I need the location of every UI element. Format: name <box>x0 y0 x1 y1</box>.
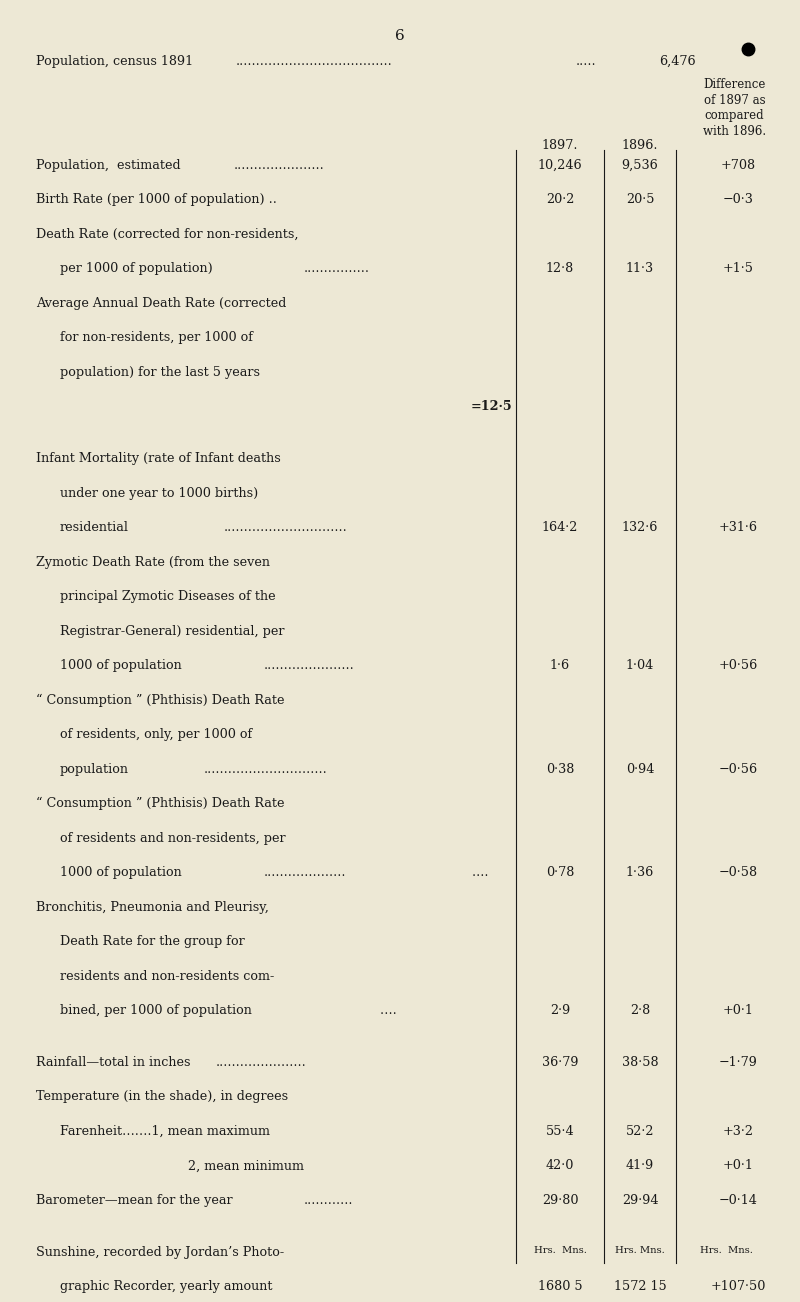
Text: ....: .... <box>468 866 489 879</box>
Text: ..............................: .............................. <box>224 521 348 534</box>
Text: Bronchitis, Pneumonia and Pleurisy,: Bronchitis, Pneumonia and Pleurisy, <box>36 901 269 914</box>
Text: Rainfall—total in inches: Rainfall—total in inches <box>36 1056 190 1069</box>
Text: 1·36: 1·36 <box>626 866 654 879</box>
Text: 1000 of population: 1000 of population <box>60 659 182 672</box>
Text: 1·04: 1·04 <box>626 659 654 672</box>
Text: Hrs. Mns.: Hrs. Mns. <box>615 1246 665 1255</box>
Text: principal Zymotic Diseases of the: principal Zymotic Diseases of the <box>60 590 276 603</box>
Text: +31·6: +31·6 <box>718 521 758 534</box>
Text: population: population <box>60 763 129 776</box>
Text: Death Rate for the group for: Death Rate for the group for <box>60 935 245 948</box>
Text: “ Consumption ” (Phthisis) Death Rate: “ Consumption ” (Phthisis) Death Rate <box>36 797 285 810</box>
Text: 52·2: 52·2 <box>626 1125 654 1138</box>
Text: +3·2: +3·2 <box>722 1125 754 1138</box>
Text: graphic Recorder, yearly amount: graphic Recorder, yearly amount <box>60 1280 273 1293</box>
Text: Difference: Difference <box>703 78 766 91</box>
Text: Sunshine, recorded by Jordan’s Photo-: Sunshine, recorded by Jordan’s Photo- <box>36 1246 284 1259</box>
Text: Hrs.  Mns.: Hrs. Mns. <box>534 1246 586 1255</box>
Text: ..............................: .............................. <box>204 763 328 776</box>
Text: bined, per 1000 of population: bined, per 1000 of population <box>60 1004 252 1017</box>
Text: ............: ............ <box>304 1194 354 1207</box>
Text: ....................: .................... <box>264 866 346 879</box>
Text: 42·0: 42·0 <box>546 1159 574 1172</box>
Text: population) for the last 5 years: population) for the last 5 years <box>60 366 260 379</box>
Text: 11·3: 11·3 <box>626 262 654 275</box>
Text: +0·1: +0·1 <box>722 1004 754 1017</box>
Text: Temperature (in the shade), in degrees: Temperature (in the shade), in degrees <box>36 1090 288 1103</box>
Text: ......................: ...................... <box>264 659 354 672</box>
Text: +0·1: +0·1 <box>722 1159 754 1172</box>
Text: ......................................: ...................................... <box>236 55 393 68</box>
Text: 6,476: 6,476 <box>659 55 696 68</box>
Text: compared: compared <box>705 109 764 122</box>
Text: Average Annual Death Rate (corrected: Average Annual Death Rate (corrected <box>36 297 286 310</box>
Text: 1897.: 1897. <box>542 139 578 152</box>
Text: 36·79: 36·79 <box>542 1056 578 1069</box>
Text: 6: 6 <box>395 29 405 43</box>
Text: 55·4: 55·4 <box>546 1125 574 1138</box>
Text: 29·94: 29·94 <box>622 1194 658 1207</box>
Text: 0·94: 0·94 <box>626 763 654 776</box>
Text: .....: ..... <box>576 55 597 68</box>
Text: +107·50: +107·50 <box>710 1280 766 1293</box>
Text: with 1896.: with 1896. <box>703 125 766 138</box>
Text: −1·79: −1·79 <box>718 1056 758 1069</box>
Text: of residents, only, per 1000 of: of residents, only, per 1000 of <box>60 728 252 741</box>
Text: =12·5: =12·5 <box>470 400 512 413</box>
Text: −0·58: −0·58 <box>718 866 758 879</box>
Text: 9,536: 9,536 <box>622 159 658 172</box>
Text: 2·8: 2·8 <box>630 1004 650 1017</box>
Text: ......................: ...................... <box>216 1056 306 1069</box>
Text: 38·58: 38·58 <box>622 1056 658 1069</box>
Text: 164·2: 164·2 <box>542 521 578 534</box>
Text: Population,  estimated: Population, estimated <box>36 159 181 172</box>
Text: residential: residential <box>60 521 129 534</box>
Text: Barometer—mean for the year: Barometer—mean for the year <box>36 1194 233 1207</box>
Text: Hrs.  Mns.: Hrs. Mns. <box>699 1246 753 1255</box>
Text: +1·5: +1·5 <box>722 262 754 275</box>
Text: of 1897 as: of 1897 as <box>703 94 766 107</box>
Text: +0·56: +0·56 <box>718 659 758 672</box>
Text: “ Consumption ” (Phthisis) Death Rate: “ Consumption ” (Phthisis) Death Rate <box>36 694 285 707</box>
Text: Farenheit…….1, mean maximum: Farenheit…….1, mean maximum <box>60 1125 270 1138</box>
Text: −0·3: −0·3 <box>722 193 754 206</box>
Text: −0·56: −0·56 <box>718 763 758 776</box>
Text: 1·6: 1·6 <box>550 659 570 672</box>
Text: 20·2: 20·2 <box>546 193 574 206</box>
Text: 10,246: 10,246 <box>538 159 582 172</box>
Text: 2·9: 2·9 <box>550 1004 570 1017</box>
Text: 0·78: 0·78 <box>546 866 574 879</box>
Text: 132·6: 132·6 <box>622 521 658 534</box>
Text: Birth Rate (per 1000 of population) ..: Birth Rate (per 1000 of population) .. <box>36 193 277 206</box>
Text: ................: ................ <box>304 262 370 275</box>
Text: Death Rate (corrected for non-residents,: Death Rate (corrected for non-residents, <box>36 228 298 241</box>
Text: 1896.: 1896. <box>622 139 658 152</box>
Text: Infant Mortality (rate of Infant deaths: Infant Mortality (rate of Infant deaths <box>36 452 281 465</box>
Text: 1572 15: 1572 15 <box>614 1280 666 1293</box>
Text: 2, mean minimum: 2, mean minimum <box>188 1159 304 1172</box>
Text: ......................: ...................... <box>234 159 324 172</box>
Text: 1000 of population: 1000 of population <box>60 866 182 879</box>
Text: −0·14: −0·14 <box>718 1194 758 1207</box>
Text: under one year to 1000 births): under one year to 1000 births) <box>60 487 258 500</box>
Text: 20·5: 20·5 <box>626 193 654 206</box>
Text: +708: +708 <box>721 159 755 172</box>
Text: 0·38: 0·38 <box>546 763 574 776</box>
Text: ….: …. <box>376 1004 397 1017</box>
Text: residents and non-residents com-: residents and non-residents com- <box>60 970 274 983</box>
Text: Population, census 1891: Population, census 1891 <box>36 55 193 68</box>
Text: 29·80: 29·80 <box>542 1194 578 1207</box>
Text: of residents and non-residents, per: of residents and non-residents, per <box>60 832 286 845</box>
Text: 1680 5: 1680 5 <box>538 1280 582 1293</box>
Text: Zymotic Death Rate (from the seven: Zymotic Death Rate (from the seven <box>36 556 270 569</box>
Text: 12·8: 12·8 <box>546 262 574 275</box>
Text: per 1000 of population): per 1000 of population) <box>60 262 213 275</box>
Text: for non-residents, per 1000 of: for non-residents, per 1000 of <box>60 331 253 344</box>
Text: Registrar-General) residential, per: Registrar-General) residential, per <box>60 625 285 638</box>
Text: 41·9: 41·9 <box>626 1159 654 1172</box>
